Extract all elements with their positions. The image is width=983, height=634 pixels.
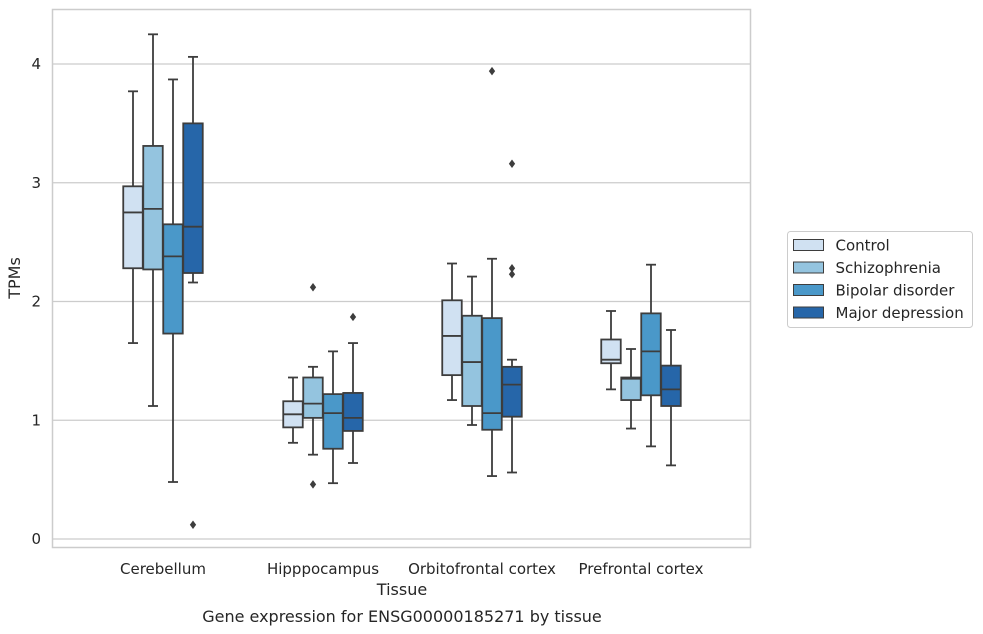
x-tick-label: Hipppocampus	[267, 560, 379, 578]
box-element	[620, 348, 642, 430]
outlier-point	[189, 520, 197, 529]
x-tick-label: Cerebellum	[120, 560, 206, 578]
outlier-point	[508, 269, 516, 279]
legend-swatch	[793, 261, 824, 274]
series-schizophrenia	[142, 33, 642, 489]
y-axis-ticks: 0 1 2 3 4	[31, 55, 41, 548]
x-tick-label: Prefrontal cortex	[579, 560, 704, 578]
box-element	[282, 376, 304, 444]
legend-swatch	[793, 284, 824, 296]
y-tick-label: 3	[31, 174, 41, 192]
box-element	[122, 90, 144, 344]
box-element	[501, 159, 523, 474]
box-iqr	[501, 365, 523, 418]
chart-caption: Gene expression for ENSG00000185271 by t…	[202, 607, 602, 626]
box-iqr	[600, 338, 622, 365]
box-element	[660, 329, 682, 467]
box-element	[600, 310, 622, 391]
legend-label: Bipolar disorder	[836, 282, 956, 300]
plot-area-frame	[51, 8, 752, 549]
series-major-depression	[182, 55, 682, 529]
box-element	[640, 263, 662, 448]
box-iqr	[342, 392, 364, 432]
y-tick-label: 2	[31, 293, 41, 311]
y-axis-label: TPMs	[5, 257, 24, 300]
y-tick-label: 0	[31, 530, 41, 548]
box-element	[342, 312, 364, 464]
box-element	[182, 55, 204, 529]
box-element	[461, 275, 483, 426]
outlier-point	[508, 264, 516, 273]
box-element	[481, 66, 503, 477]
box-iqr	[620, 376, 642, 401]
x-axis-ticks: Cerebellum Hipppocampus Orbitofrontal cort…	[120, 560, 704, 578]
box-iqr	[322, 393, 344, 450]
legend-label: Major depression	[836, 304, 964, 322]
series-bipolar-disorder	[162, 66, 662, 485]
box-groups	[122, 33, 682, 529]
outlier-point	[488, 66, 496, 76]
box-iqr	[142, 145, 164, 271]
x-tick-label: Orbitofrontal cortex	[408, 560, 556, 578]
outlier-point	[349, 312, 357, 322]
gridlines	[52, 63, 751, 540]
outlier-point	[309, 283, 317, 292]
box-element	[441, 262, 463, 401]
legend: Control Schizophrenia Bipolar disorder Majo…	[787, 231, 973, 328]
outlier-point	[309, 480, 317, 489]
legend-label: Control	[836, 237, 890, 255]
box-iqr	[162, 223, 184, 335]
legend-swatch	[793, 239, 824, 251]
x-axis-label: Tissue	[376, 580, 427, 599]
box-element	[322, 350, 344, 485]
box-iqr	[660, 364, 682, 407]
legend-frame	[787, 231, 973, 328]
box-element	[302, 283, 324, 489]
box-iqr	[302, 376, 324, 419]
box-iqr	[640, 312, 662, 397]
y-tick-label: 4	[31, 55, 41, 73]
y-tick-label: 1	[31, 411, 41, 429]
box-iqr	[122, 185, 144, 270]
legend-label: Schizophrenia	[836, 259, 941, 277]
box-iqr	[441, 299, 463, 377]
box-element	[142, 33, 164, 407]
box-element	[162, 78, 184, 483]
outlier-point	[508, 159, 516, 168]
box-iqr	[461, 314, 483, 407]
legend-swatch	[793, 306, 824, 319]
box-iqr	[182, 122, 204, 274]
